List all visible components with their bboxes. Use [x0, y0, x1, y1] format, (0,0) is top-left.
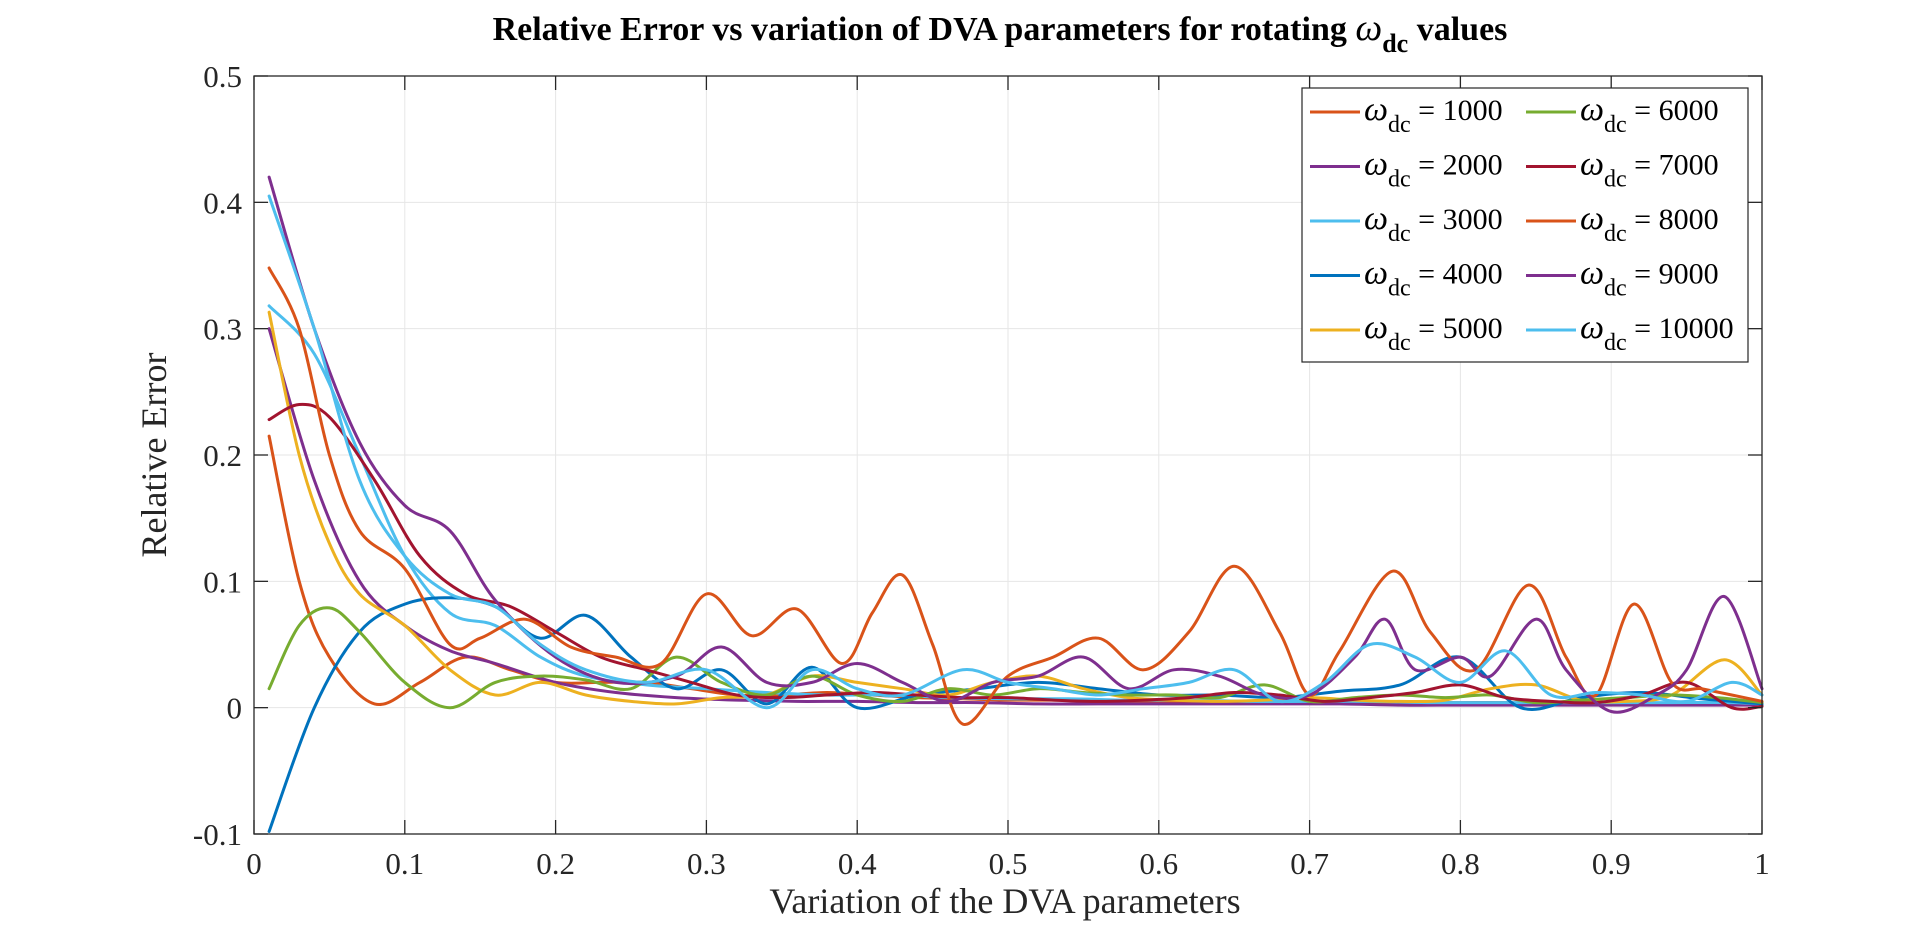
- series-line-2: [267, 327, 1764, 707]
- legend-item: ωdc = 7000: [1526, 146, 1719, 193]
- legend-item: ωdc = 3000: [1310, 200, 1503, 247]
- x-tick-label: 0: [246, 846, 262, 881]
- y-tick-label: 0.4: [203, 185, 242, 220]
- legend-label: ωdc = 2000: [1364, 146, 1503, 193]
- x-tick-labels: 0 0.1 0.2 0.3 0.4 0.5 0.6 0.7 0.8 0.9 1: [246, 846, 1770, 881]
- legend-item: ωdc = 9000: [1526, 255, 1719, 302]
- chart-title: Relative Error vs variation of DVA param…: [493, 7, 1508, 58]
- legend-item: ωdc = 6000: [1526, 91, 1719, 138]
- legend-label: ωdc = 10000: [1580, 309, 1734, 356]
- legend: ωdc = 1000 ωdc = 2000 ωdc = 3000 ωdc = 4000…: [1301, 87, 1749, 363]
- legend-label: ωdc = 7000: [1580, 146, 1719, 193]
- legend-item: ωdc = 8000: [1526, 200, 1719, 247]
- legend-item: ωdc = 1000: [1310, 91, 1503, 138]
- x-tick-label: 0.9: [1592, 846, 1631, 881]
- series-line-5: [267, 310, 1764, 706]
- legend-label: ωdc = 9000: [1580, 255, 1719, 302]
- legend-label: ωdc = 6000: [1580, 91, 1719, 138]
- y-tick-label: 0.5: [203, 59, 242, 94]
- axis-ticks: [253, 75, 1763, 835]
- x-tick-label: 0.6: [1139, 846, 1178, 881]
- legend-box: [1301, 87, 1749, 363]
- y-tick-label: 0.2: [203, 438, 242, 473]
- legend-label: ωdc = 1000: [1364, 91, 1503, 138]
- series-line-10: [267, 194, 1764, 710]
- x-tick-label: 0.7: [1290, 846, 1329, 881]
- y-axis-label: Relative Error: [134, 353, 174, 558]
- x-axis-label: Variation of the DVA parameters: [769, 881, 1240, 921]
- series-line-1: [267, 434, 1764, 707]
- legend-label: ωdc = 3000: [1364, 200, 1503, 247]
- x-tick-label: 0.5: [989, 846, 1028, 881]
- legend-label: ωdc = 8000: [1580, 200, 1719, 247]
- plot-area: [267, 175, 1764, 833]
- y-tick-label: -0.1: [193, 817, 242, 852]
- series-line-6: [267, 606, 1764, 710]
- y-tick-label: 0: [227, 691, 243, 726]
- series-line-3: [267, 304, 1764, 706]
- legend-item: ωdc = 4000: [1310, 255, 1503, 302]
- x-tick-label: 0.4: [838, 846, 877, 881]
- legend-item: ωdc = 5000: [1310, 309, 1503, 356]
- legend-item: ωdc = 10000: [1526, 309, 1734, 356]
- y-tick-labels: -0.1 0 0.1 0.2 0.3 0.4 0.5: [193, 59, 243, 852]
- x-tick-label: 0.8: [1441, 846, 1480, 881]
- x-tick-label: 0.1: [385, 846, 424, 881]
- y-tick-label: 0.1: [203, 564, 242, 599]
- legend-item: ωdc = 2000: [1310, 146, 1503, 193]
- series-line-7: [267, 402, 1764, 711]
- legend-label: ωdc = 4000: [1364, 255, 1503, 302]
- series-line-9: [267, 175, 1764, 714]
- legend-label: ωdc = 5000: [1364, 309, 1503, 356]
- x-tick-label: 0.2: [536, 846, 575, 881]
- series-line-8: [267, 266, 1764, 726]
- y-tick-label: 0.3: [203, 312, 242, 347]
- x-tick-label: 1: [1754, 846, 1770, 881]
- x-tick-label: 0.3: [687, 846, 726, 881]
